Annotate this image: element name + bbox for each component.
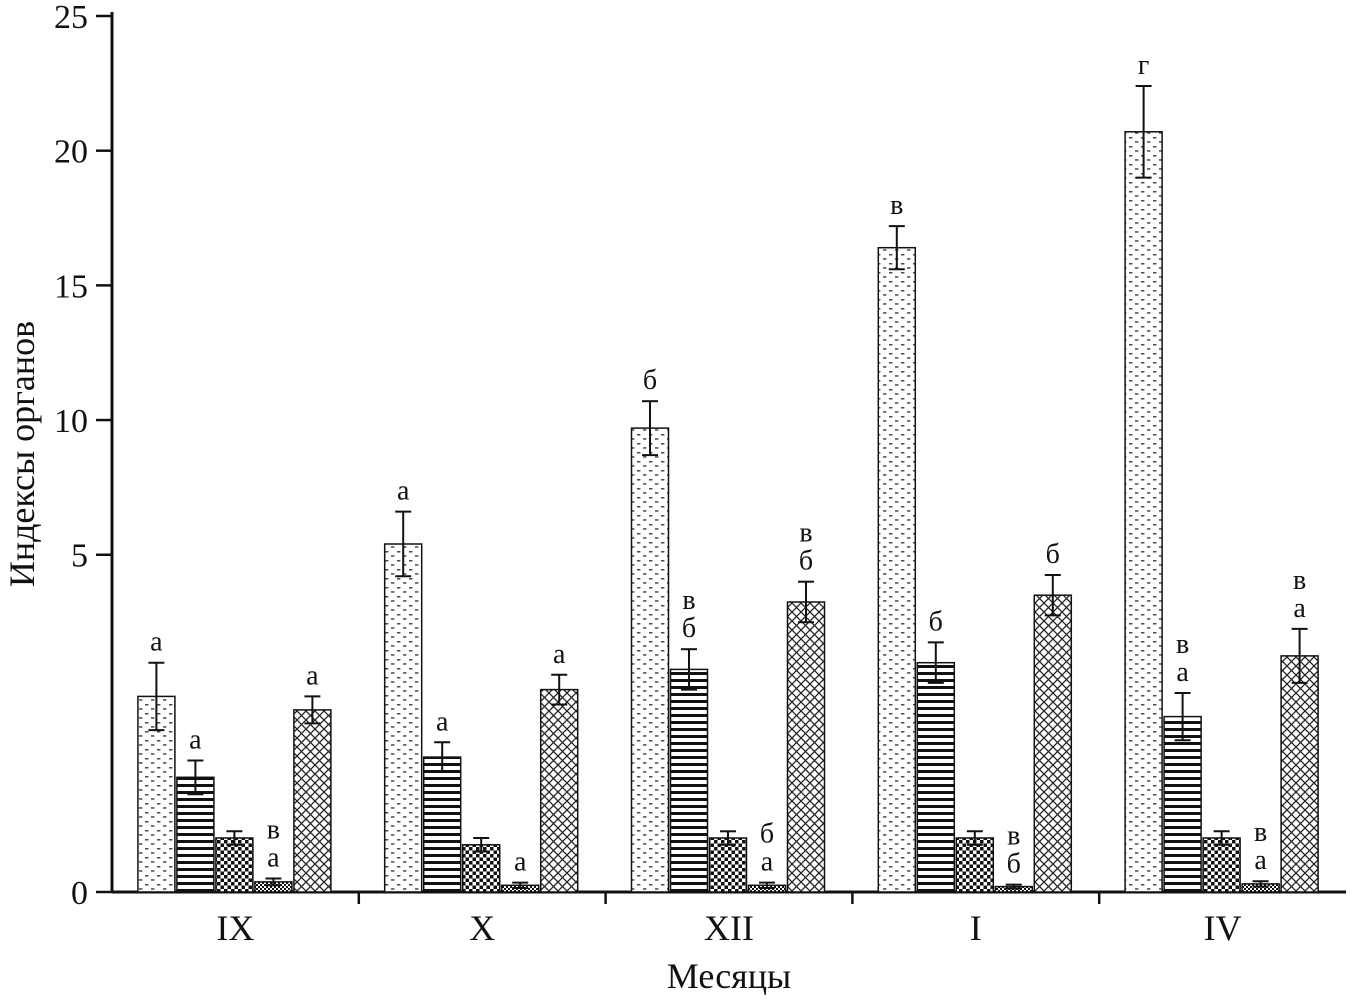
significance-letter: б <box>682 613 696 644</box>
bar-hlines-x <box>422 756 462 893</box>
x-category-label: IV <box>1204 908 1242 948</box>
y-axis-tick-label: 15 <box>54 268 88 305</box>
error-bar <box>759 881 775 889</box>
significance-letter: а <box>150 627 163 658</box>
error-bar <box>681 648 697 691</box>
bar-crosshatch-iv <box>1280 655 1319 893</box>
bar-dotted-x <box>383 543 423 893</box>
bar-dotted-iv <box>1124 131 1163 893</box>
significance-letter: б <box>1007 849 1021 880</box>
x-category-label: X <box>469 908 495 948</box>
error-bar <box>551 673 568 706</box>
significance-letter: а <box>189 725 202 756</box>
error-bar <box>642 400 658 457</box>
bar-hlines-iv <box>1163 715 1202 893</box>
significance-letter: в <box>799 518 812 549</box>
bar-crosshatch-xii <box>786 601 826 893</box>
significance-letter: б <box>1046 539 1060 570</box>
error-bar <box>473 837 490 853</box>
significance-letter: а <box>1293 593 1306 624</box>
significance-letter: а <box>397 476 410 507</box>
error-bar <box>798 580 814 624</box>
significance-letter: а <box>761 847 774 878</box>
bar-crosshatch-i <box>1033 594 1073 893</box>
significance-letter: в <box>682 585 695 616</box>
significance-letter: а <box>1176 657 1189 688</box>
significance-letter: г <box>1138 50 1149 81</box>
error-bar <box>927 641 944 684</box>
error-bar <box>1252 880 1269 888</box>
significance-letter: в <box>1254 817 1267 848</box>
bar-dotted-i <box>877 246 917 893</box>
significance-letter: а <box>306 660 319 691</box>
significance-letter: а <box>267 843 280 874</box>
x-axis-title: Месяцы <box>667 956 791 996</box>
bar-hlines-i <box>916 661 956 893</box>
bar-hlines-xii <box>669 668 709 893</box>
error-bar <box>888 225 905 271</box>
error-bar <box>434 741 451 773</box>
error-bar <box>304 695 321 725</box>
significance-letter: б <box>760 819 774 850</box>
significance-letter: б <box>643 365 657 396</box>
significance-letter: в <box>1007 821 1020 852</box>
bar-checker-i <box>955 837 995 893</box>
y-axis-tick-label: 10 <box>54 403 88 440</box>
bar-crosshatch-ix <box>293 709 332 893</box>
x-category-label: IX <box>216 908 254 948</box>
bar-checker-xii <box>708 837 748 893</box>
error-bar <box>966 830 983 846</box>
error-bar <box>1213 830 1230 846</box>
y-axis-title: Индексы органов <box>2 321 42 587</box>
significance-letter: в <box>890 190 903 221</box>
x-category-label: I <box>970 908 982 948</box>
significance-letter: а <box>553 639 566 670</box>
error-bar <box>1135 85 1152 179</box>
error-bar <box>1291 627 1308 684</box>
error-bar <box>512 881 529 889</box>
error-bar <box>720 830 736 846</box>
error-bar <box>1005 883 1022 890</box>
y-axis-tick-label: 0 <box>71 875 88 912</box>
error-bar <box>395 510 412 578</box>
significance-letter: б <box>929 606 943 637</box>
error-bar <box>265 877 282 887</box>
significance-letter: а <box>514 847 527 878</box>
bar-checker-x <box>461 844 501 893</box>
significance-letter: б <box>799 546 813 577</box>
bar-crosshatch-x <box>539 688 579 893</box>
y-axis-tick-label: 25 <box>54 0 88 36</box>
x-category-label: XII <box>704 908 754 948</box>
bar-checker-ix <box>215 837 254 893</box>
error-bar <box>226 830 243 846</box>
significance-letter: в <box>267 815 280 846</box>
bar-checker-iv <box>1202 837 1241 893</box>
significance-letter: а <box>436 706 449 737</box>
error-bar <box>1044 574 1061 617</box>
significance-letter: в <box>1293 565 1306 596</box>
significance-letter: а <box>1254 845 1267 876</box>
significance-letter: в <box>1176 629 1189 660</box>
bar-dotted-xii <box>630 427 670 893</box>
error-bar <box>148 661 165 732</box>
error-bar <box>1174 692 1191 742</box>
y-axis-tick-label: 5 <box>71 538 88 575</box>
y-axis-tick-label: 20 <box>54 134 88 171</box>
error-bar <box>187 759 204 796</box>
